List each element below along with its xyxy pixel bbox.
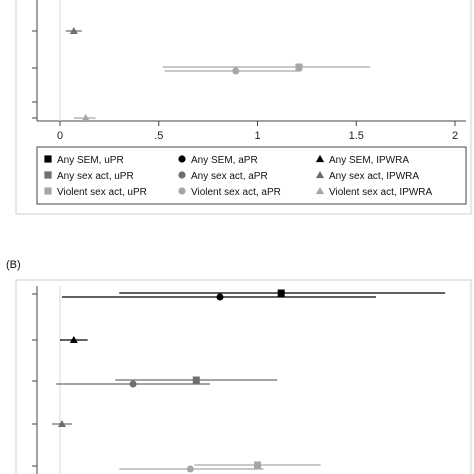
point-estimate [192,376,200,384]
legend-item: Any SEM, aPR [178,155,258,166]
legend-item: Violent sex act, IPWRA [315,186,433,198]
legend-label: Violent sex act, IPWRA [329,187,433,198]
legend-label: Violent sex act, uPR [57,187,147,198]
point-estimate [57,420,66,427]
x-tick-label: 1.5 [349,130,364,142]
legend-marker-icon [315,170,325,179]
legend: Any SEM, uPR Any SEM, aPR Any SEM, IPWRA An… [44,154,433,198]
panel-b-frame [15,279,472,474]
panel-b-label: (B) [6,259,21,271]
x-tick-label: 0 [57,130,63,142]
legend-marker-icon [44,187,52,195]
point-estimate [254,461,261,469]
point-estimate [216,293,224,301]
panel-a-x-ticks: 0 .5 1 1.5 2 [57,121,458,142]
point-estimate [232,67,240,75]
point-estimate [129,380,137,388]
legend-label: Any sex act, IPWRA [329,171,419,182]
panel-b [32,286,446,474]
legend-label: Violent sex act, aPR [191,187,281,198]
legend-marker-icon [315,154,325,163]
legend-label: Any sex act, aPR [191,171,268,182]
legend-marker-icon [178,187,186,195]
point-estimate [277,289,285,297]
legend-item: Any SEM, IPWRA [315,154,409,166]
legend-box [36,146,467,205]
legend-marker-icon [315,186,325,195]
legend-label: Any SEM, uPR [57,155,124,166]
point-estimate [81,114,90,121]
point-estimate [186,465,194,473]
x-tick-label: 1 [254,130,260,142]
point-estimate [295,63,303,71]
legend-marker-icon [178,171,186,179]
legend-marker-icon [178,155,186,163]
legend-item: Violent sex act, uPR [44,187,147,198]
legend-item: Any sex act, IPWRA [315,170,419,182]
legend-item: Any sex act, aPR [178,171,268,182]
x-tick-label: .5 [154,130,163,142]
legend-item: Violent sex act, aPR [178,187,281,198]
legend-label: Any SEM, aPR [191,155,258,166]
x-tick-label: 2 [452,130,458,142]
legend-item: Any sex act, uPR [44,171,134,182]
panel-a [32,0,371,121]
legend-marker-icon [44,171,52,179]
legend-label: Any sex act, uPR [57,171,134,182]
point-estimate [69,336,78,343]
point-estimate [69,27,78,34]
legend-label: Any SEM, IPWRA [329,155,409,166]
legend-item: Any SEM, uPR [44,155,124,166]
legend-marker-icon [44,155,52,163]
